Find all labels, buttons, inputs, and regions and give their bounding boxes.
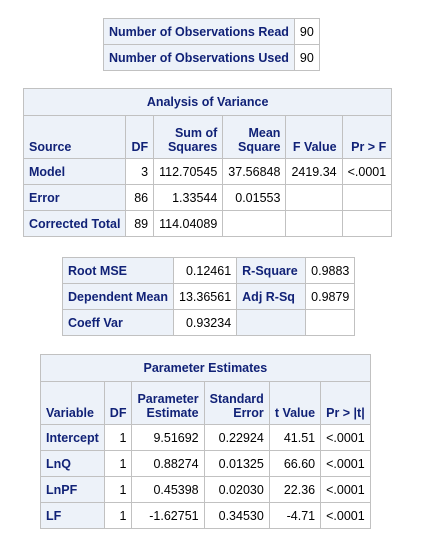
t-value-cell: 22.36: [268, 476, 322, 503]
fit-value: 13.36561: [173, 283, 238, 310]
table-row: LF 1 -1.62751 0.34530 -4.71 <.0001: [40, 502, 371, 529]
fit-value: 0.9879: [305, 283, 356, 310]
variable-cell: Intercept: [40, 424, 105, 451]
fit-value: [305, 309, 356, 336]
df-cell: 3: [125, 158, 155, 185]
obs-read-label: Number of Observations Read: [103, 18, 295, 45]
table-row: Coeff Var 0.93234: [61, 309, 356, 336]
anova-table: Analysis of Variance Source DF Sum of Squ…: [22, 88, 393, 237]
obs-used-label: Number of Observations Used: [103, 44, 295, 71]
anova-title: Analysis of Variance: [22, 88, 393, 116]
ms-cell: 37.56848: [222, 158, 287, 185]
fit-statistics-table: Root MSE 0.12461 R-Square 0.9883 Depende…: [61, 257, 356, 336]
fit-label: Coeff Var: [61, 309, 175, 336]
f-cell: 2419.34: [285, 158, 343, 185]
source-cell: Error: [22, 184, 127, 211]
fit-label: R-Square: [236, 257, 307, 284]
std-error-cell: 0.02030: [203, 476, 270, 503]
col-header-df: DF: [125, 115, 155, 159]
ss-cell: 112.70545: [153, 158, 224, 185]
variable-cell: LnPF: [40, 476, 105, 503]
table-row: Error 86 1.33544 0.01553: [22, 184, 393, 211]
obs-used-value: 90: [293, 44, 320, 71]
std-error-cell: 0.34530: [203, 502, 270, 529]
col-header-f-value: F Value: [285, 115, 343, 159]
ms-cell: [222, 210, 287, 237]
ss-cell: 1.33544: [153, 184, 224, 211]
col-header-sum-of-squares: Sum of Squares: [153, 115, 224, 159]
table-row: Dependent Mean 13.36561 Adj R-Sq 0.9879: [61, 283, 356, 310]
df-cell: 1: [103, 450, 133, 477]
table-header-row: Variable DF Parameter Estimate Standard Er…: [40, 381, 371, 425]
col-header-t-value: t Value: [268, 381, 322, 425]
parameter-estimates-table: Parameter Estimates Variable DF Paramete…: [40, 354, 371, 529]
variable-cell: LnQ: [40, 450, 105, 477]
p-value-cell: <.0001: [320, 476, 371, 503]
t-value-cell: -4.71: [268, 502, 322, 529]
estimate-cell: 9.51692: [131, 424, 205, 451]
df-cell: 1: [103, 476, 133, 503]
fit-label: [236, 309, 307, 336]
estimate-cell: 0.88274: [131, 450, 205, 477]
ss-cell: 114.04089: [153, 210, 224, 237]
table-caption-row: Analysis of Variance: [22, 88, 393, 116]
params-title: Parameter Estimates: [40, 354, 371, 382]
obs-read-value: 90: [293, 18, 320, 45]
df-cell: 86: [125, 184, 155, 211]
table-header-row: Source DF Sum of Squares Mean Square F Val…: [22, 115, 393, 159]
ms-cell: 0.01553: [222, 184, 287, 211]
df-cell: 89: [125, 210, 155, 237]
p-value-cell: <.0001: [320, 424, 371, 451]
fit-label: Root MSE: [61, 257, 175, 284]
p-value-cell: <.0001: [320, 502, 371, 529]
source-cell: Corrected Total: [22, 210, 127, 237]
p-cell: [341, 184, 393, 211]
f-cell: [285, 210, 343, 237]
p-cell: <.0001: [341, 158, 393, 185]
estimate-cell: 0.45398: [131, 476, 205, 503]
f-cell: [285, 184, 343, 211]
col-header-variable: Variable: [40, 381, 105, 425]
col-header-df: DF: [103, 381, 133, 425]
fit-value: 0.9883: [305, 257, 356, 284]
col-header-source: Source: [22, 115, 127, 159]
table-row: Root MSE 0.12461 R-Square 0.9883: [61, 257, 356, 284]
estimate-cell: -1.62751: [131, 502, 205, 529]
col-header-standard-error: Standard Error: [203, 381, 270, 425]
fit-label: Adj R-Sq: [236, 283, 307, 310]
t-value-cell: 66.60: [268, 450, 322, 477]
fit-value: 0.12461: [173, 257, 238, 284]
table-row: LnQ 1 0.88274 0.01325 66.60 <.0001: [40, 450, 371, 477]
table-row: Model 3 112.70545 37.56848 2419.34 <.000…: [22, 158, 393, 185]
table-caption-row: Parameter Estimates: [40, 354, 371, 382]
table-row: Number of Observations Used 90: [103, 44, 320, 71]
table-row: Number of Observations Read 90: [103, 18, 320, 45]
table-row: LnPF 1 0.45398 0.02030 22.36 <.0001: [40, 476, 371, 503]
table-row: Corrected Total 89 114.04089: [22, 210, 393, 237]
source-cell: Model: [22, 158, 127, 185]
p-value-cell: <.0001: [320, 450, 371, 477]
col-header-parameter-estimate: Parameter Estimate: [131, 381, 205, 425]
observations-table: Number of Observations Read 90 Number of…: [103, 18, 320, 71]
fit-value: 0.93234: [173, 309, 238, 336]
std-error-cell: 0.01325: [203, 450, 270, 477]
std-error-cell: 0.22924: [203, 424, 270, 451]
variable-cell: LF: [40, 502, 105, 529]
t-value-cell: 41.51: [268, 424, 322, 451]
col-header-pr-t: Pr > |t|: [320, 381, 371, 425]
p-cell: [341, 210, 393, 237]
col-header-mean-square: Mean Square: [222, 115, 287, 159]
fit-label: Dependent Mean: [61, 283, 175, 310]
col-header-pr-f: Pr > F: [341, 115, 393, 159]
df-cell: 1: [103, 502, 133, 529]
df-cell: 1: [103, 424, 133, 451]
table-row: Intercept 1 9.51692 0.22924 41.51 <.0001: [40, 424, 371, 451]
